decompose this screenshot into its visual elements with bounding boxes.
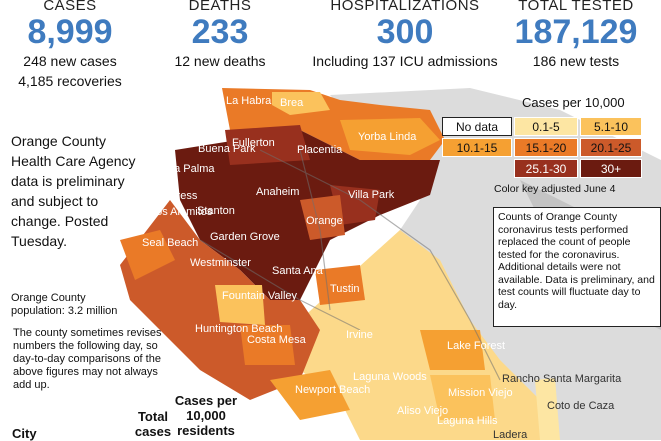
map-label: Westminster <box>190 257 251 269</box>
legend-swatch: 20.1-25 <box>580 138 642 157</box>
region-mission-viejo <box>430 375 495 420</box>
freeway-lines <box>199 149 501 381</box>
tests-info-box: Counts of Orange County coronavirus test… <box>493 207 661 327</box>
stat-value: 233 <box>191 13 249 51</box>
legend-swatch: 25.1-30 <box>514 159 578 178</box>
stat-value: 300 <box>376 13 434 51</box>
map-label: Villa Park <box>348 189 395 201</box>
legend-swatch: 5.1-10 <box>580 117 642 136</box>
map-label: Aliso Viejo <box>397 405 448 417</box>
legend-title: Cases per 10,000 <box>522 95 625 110</box>
map-label: Fullerton <box>232 137 275 149</box>
stat-hospitalizations: HOSPITALIZATIONS 300 Including 137 ICU a… <box>300 0 510 71</box>
legend-swatch: 15.1-20 <box>514 138 578 157</box>
stat-sub: 248 new cases <box>23 53 117 69</box>
map-label: Ladera <box>493 429 528 440</box>
stat-value: 187,129 <box>514 13 638 51</box>
stat-label: CASES <box>43 0 97 14</box>
map-label: Los Alamitos <box>150 206 213 218</box>
legend-swatch: 30+ <box>580 159 642 178</box>
map-label: Stanton <box>197 205 235 217</box>
stat-cases: CASES 8,999 248 new cases 4,185 recoveri… <box>0 0 140 91</box>
map-label: La Palma <box>168 163 215 175</box>
region-lake-forest <box>420 330 485 370</box>
region-tustin <box>315 265 365 305</box>
stat-sub: Including 137 ICU admissions <box>312 53 498 69</box>
stat-value: 8,999 <box>27 13 113 51</box>
map-label: Costa Mesa <box>247 334 307 346</box>
data-note: Orange County Health Care Agency data is… <box>11 133 136 249</box>
region-fountain-valley <box>215 285 265 325</box>
map-label: Santa Ana <box>272 265 324 277</box>
map-label: Laguna Hills <box>437 415 498 427</box>
header-city: City <box>12 426 37 441</box>
map-label: Brea <box>280 97 304 109</box>
map-label: Yorba Linda <box>358 131 417 143</box>
region-costa-mesa <box>240 325 295 365</box>
region-fullerton <box>225 125 310 165</box>
map-label: La Habra <box>226 95 272 107</box>
legend-swatch: 0.1-5 <box>514 117 578 136</box>
map-label: Irvine <box>346 329 373 341</box>
region-coto <box>535 378 560 440</box>
map-label: Fountain Valley <box>222 290 298 302</box>
stat-sub: 12 new deaths <box>174 53 266 69</box>
map-label: Huntington Beach <box>195 323 282 335</box>
legend-swatch: 10.1-15 <box>442 138 512 157</box>
map-label: Coto de Caza <box>547 400 615 412</box>
map-label: Tustin <box>330 283 360 295</box>
stat-deaths: DEATHS 233 12 new deaths <box>160 0 280 71</box>
stat-label: DEATHS <box>188 0 252 14</box>
header-cases-per-10k: Cases per 10,000 residents <box>174 393 238 438</box>
stat-label: HOSPITALIZATIONS <box>330 0 480 14</box>
legend-adjusted-note: Color key adjusted June 4 <box>494 183 616 195</box>
map-label: Rancho Santa Margarita <box>502 373 622 385</box>
population-note: Orange County population: 3.2 million <box>11 292 118 317</box>
stat-sub: 186 new tests <box>532 53 620 69</box>
region-seal-beach <box>120 230 175 280</box>
map-label: Mission Viejo <box>448 387 513 399</box>
map-label: Garden Grove <box>210 231 280 243</box>
map-label: Buena Park <box>198 143 256 155</box>
revision-note: The county sometimes revises numbers the… <box>13 327 162 391</box>
map-label: Laguna Woods <box>353 371 427 383</box>
map-label: Cypress <box>157 190 198 202</box>
region-brea <box>272 92 330 115</box>
region-newport <box>270 370 350 420</box>
map-label: Seal Beach <box>142 237 198 249</box>
header-total-cases: Total cases <box>134 409 172 439</box>
region-orange <box>300 195 345 240</box>
map-label: Placentia <box>297 144 343 156</box>
map-label: Orange <box>306 215 343 227</box>
map-label: Anaheim <box>256 186 299 198</box>
map-label: Lake Forest <box>447 340 505 352</box>
stat-sub: 4,185 recoveries <box>18 73 122 89</box>
map-label: Newport Beach <box>295 384 370 396</box>
region-yorba-linda <box>340 118 440 155</box>
legend-swatch: No data <box>442 117 512 136</box>
stat-total-tested: TOTAL TESTED 187,129 186 new tests <box>511 0 641 71</box>
stat-label: TOTAL TESTED <box>518 0 634 14</box>
